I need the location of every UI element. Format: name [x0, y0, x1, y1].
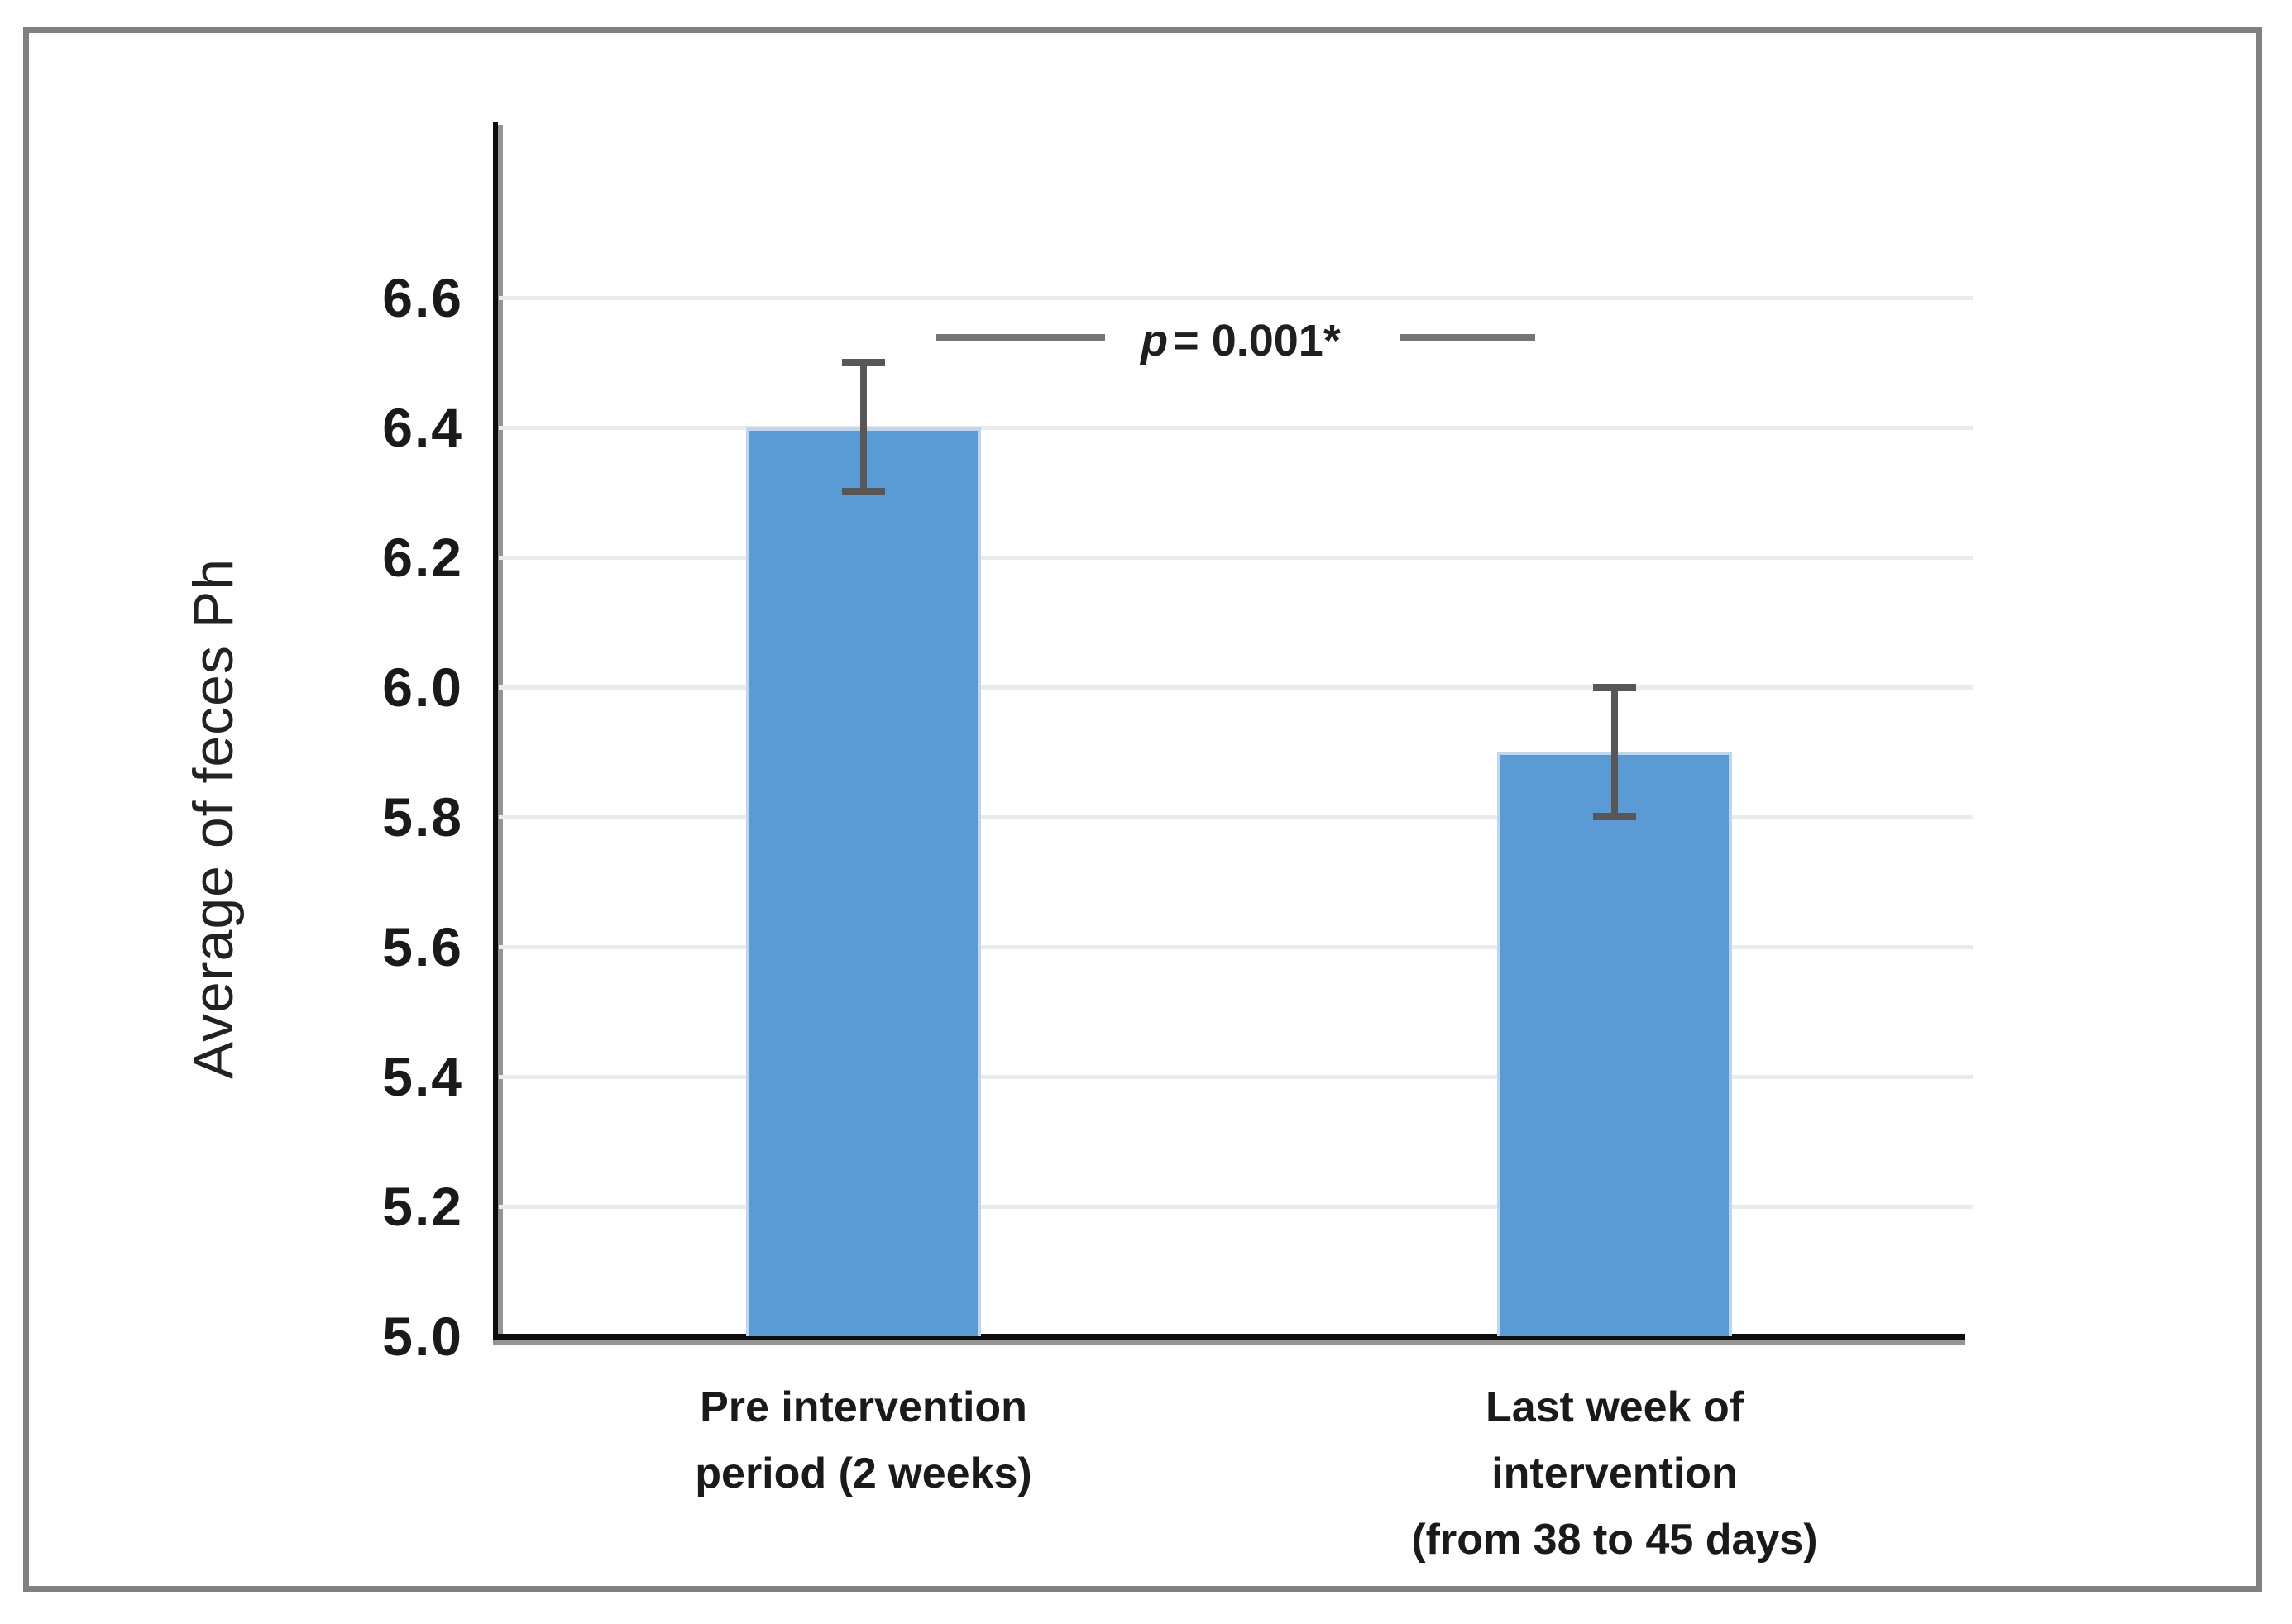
y-tick-label: 6.0 [382, 657, 463, 718]
x-category-label-line: Last week of [1485, 1383, 1744, 1431]
gridline [499, 685, 1973, 690]
bar [746, 427, 981, 1336]
x-category-label-line: intervention [1491, 1450, 1738, 1497]
x-category-label-line: (from 38 to 45 days) [1411, 1516, 1818, 1564]
error-bar-stem [1611, 687, 1618, 817]
error-bar-stem [860, 362, 867, 492]
x-category-label: Pre intervention period (2 weeks) [695, 1374, 1031, 1507]
p-symbol: p [1141, 316, 1169, 365]
p-value-text: = 0.001* [1173, 316, 1341, 365]
gridline [499, 426, 1973, 430]
x-category-label-line: period (2 weeks) [695, 1450, 1032, 1497]
y-tick-label: 6.2 [382, 527, 463, 588]
x-axis-line [493, 1334, 1965, 1340]
significance-line-right [1400, 334, 1535, 341]
error-bar-cap-top [842, 359, 885, 366]
gridline [499, 815, 1973, 819]
significance-line-left [936, 334, 1105, 341]
p-value-label: p = 0.001* [1141, 315, 1341, 366]
y-tick-label: 5.8 [382, 786, 463, 848]
bar [1497, 752, 1732, 1336]
x-category-label-line: Pre intervention [700, 1383, 1027, 1431]
gridline [499, 1205, 1973, 1209]
error-bar-cap-bottom [1593, 813, 1636, 820]
y-tick-label: 6.6 [382, 267, 463, 328]
figure-frame [23, 27, 2262, 1592]
gridline [499, 556, 1973, 560]
gridline [499, 296, 1973, 300]
y-axis-line [493, 122, 498, 1342]
y-tick-label: 5.0 [382, 1306, 463, 1367]
y-tick-label: 5.6 [382, 916, 463, 977]
error-bar-cap-top [1593, 684, 1636, 691]
y-tick-label: 5.2 [382, 1176, 463, 1237]
y-axis-title: Average of feces Ph [182, 557, 245, 1080]
y-tick-label: 6.4 [382, 397, 463, 458]
gridline [499, 1075, 1973, 1079]
gridline [499, 945, 1973, 949]
y-tick-label: 5.4 [382, 1046, 463, 1107]
error-bar-cap-bottom [842, 488, 885, 495]
x-category-label: Last week of intervention (from 38 to 45 d… [1411, 1374, 1817, 1573]
